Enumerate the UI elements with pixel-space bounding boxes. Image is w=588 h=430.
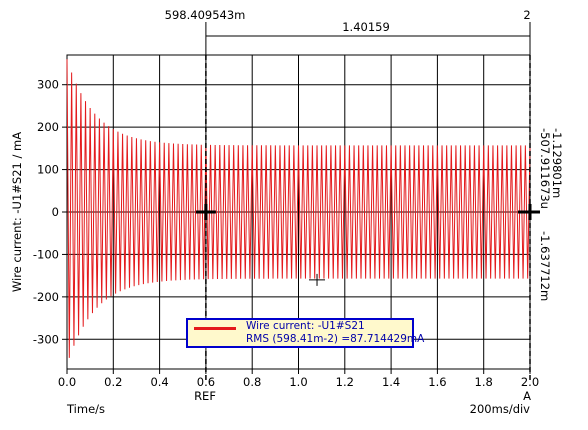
x-tick-label: 1.2 [336, 375, 354, 389]
ticks: 0.0 0.2 0.4 0.6 0.8 1.0 1.2 1.4 1.6 1.8 2.0 300 200 1… [33, 78, 539, 389]
y-axis-label: Wire current: -U1#S21 / mA [10, 132, 24, 292]
legend-series-name: Wire current: -U1#S21 [246, 320, 365, 332]
x-tick-label: 0.4 [150, 375, 168, 389]
legend: Wire current: -U1#S21 RMS (598.41m-2) =8… [186, 318, 424, 348]
y-tick-label: -100 [33, 247, 59, 261]
x-tick-label: 0.6 [197, 375, 215, 389]
y-tick-label: 0 [52, 205, 59, 219]
cursor-delta-value: 1.40159 [342, 20, 390, 34]
side-readout-1: -507.911673u [538, 128, 552, 209]
y-tick-label: 200 [37, 120, 59, 134]
a-cursor-label: A [523, 389, 531, 403]
side-readout-2: -1.637712m [538, 231, 552, 301]
ref-cursor-top-value: 598.409543m [165, 8, 246, 22]
x-tick-label: 0.2 [104, 375, 122, 389]
x-tick-label: 0.8 [243, 375, 261, 389]
x-tick-label: 2.0 [521, 375, 539, 389]
x-tick-label: 1.6 [428, 375, 446, 389]
x-tick-label: 1.4 [382, 375, 400, 389]
timebase-label: 200ms/div [470, 402, 531, 416]
signal-trace [66, 59, 531, 358]
y-tick-label: -300 [33, 332, 59, 346]
y-tick-label: -200 [33, 290, 59, 304]
x-tick-label: 0.0 [58, 375, 76, 389]
y-tick-label: 100 [37, 163, 59, 177]
side-readout-3: -1.129801m [550, 128, 564, 198]
legend-swatch [194, 327, 236, 330]
x-tick-label: 1.8 [475, 375, 493, 389]
legend-rms-value: RMS (598.41m-2) =87.714429mA [246, 333, 425, 345]
y-tick-label: 300 [37, 78, 59, 92]
x-tick-label: 1.0 [289, 375, 307, 389]
x-axis-label: Time/s [66, 402, 105, 416]
signal-series [66, 59, 531, 358]
a-cursor-top-value: 2 [523, 8, 530, 22]
ref-cursor-label: REF [194, 389, 216, 403]
